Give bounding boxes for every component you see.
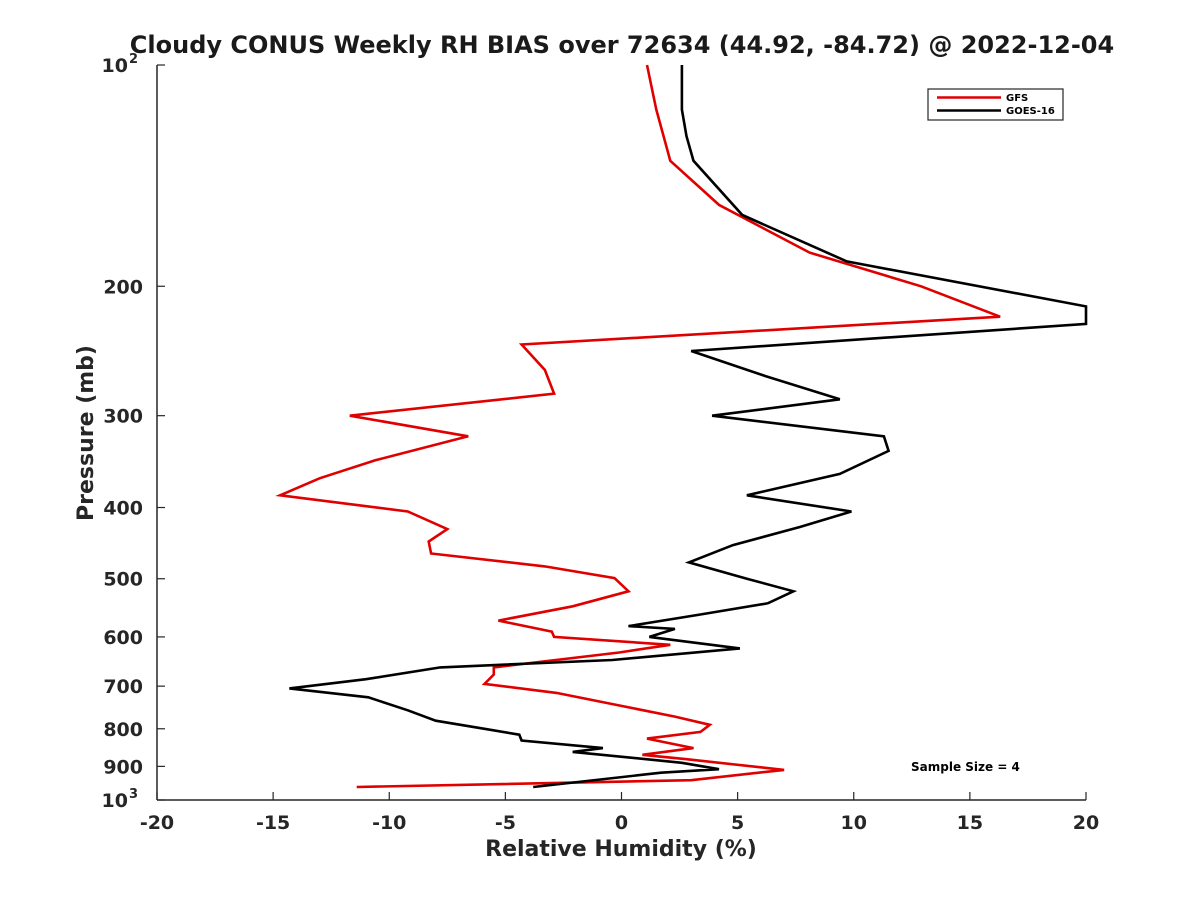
y-tick-label: 900 (103, 756, 143, 778)
y-tick-label-exponent: 2 (129, 52, 138, 67)
legend: GFS GOES-16 (927, 88, 1064, 121)
x-ticks: -20 -15 -10 -5 0 5 10 15 20 (140, 792, 1099, 834)
x-tick-label: -15 (256, 812, 290, 834)
legend-label-gfs: GFS (1006, 93, 1028, 104)
y-tick-label: 600 (103, 627, 143, 649)
y-tick-label: 800 (103, 719, 143, 741)
x-tick-label: 15 (957, 812, 983, 834)
y-tick-label: 700 (103, 676, 143, 698)
x-tick-label: -20 (140, 812, 174, 834)
x-tick-label: 5 (731, 812, 744, 834)
y-tick-label: 400 (103, 498, 143, 520)
sample-size-annotation: Sample Size = 4 (911, 760, 1020, 774)
x-tick-label: 10 (841, 812, 867, 834)
y-tick-label-power: 10 (102, 55, 128, 77)
y-tick-label: 300 (103, 406, 143, 428)
y-tick-label: 200 (103, 276, 143, 298)
series-line-gfs (275, 64, 1001, 789)
legend-label-goes16: GOES-16 (1006, 106, 1055, 117)
series-layer (275, 64, 1088, 789)
x-tick-label: 0 (615, 812, 628, 834)
y-axis-label: Pressure (mb) (74, 345, 99, 521)
x-tick-label: -10 (372, 812, 406, 834)
chart-title: Cloudy CONUS Weekly RH BIAS over 72634 (… (130, 31, 1114, 59)
x-axis-label: Relative Humidity (%) (485, 837, 757, 862)
y-tick-label-exponent: 3 (129, 787, 138, 802)
x-tick-label: 20 (1073, 812, 1099, 834)
y-tick-label-power: 10 (102, 790, 128, 812)
series-line-goes-16 (289, 65, 1088, 789)
x-tick-label: -5 (495, 812, 516, 834)
y-tick-label: 500 (103, 569, 143, 591)
legend-box (927, 88, 1064, 121)
